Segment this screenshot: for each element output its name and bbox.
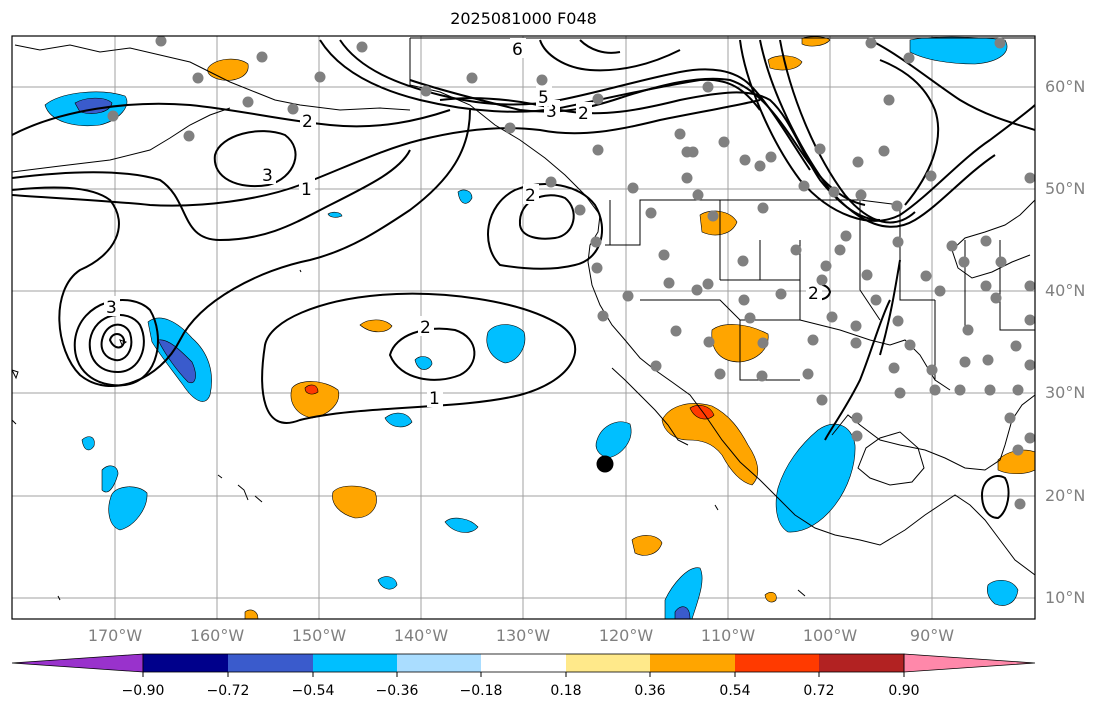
colorbar-tick-label: −0.54 [291,683,335,699]
map-panel: 1 1 2 2 2 2 2 3 3 3 5 6 [12,36,1035,619]
contour-label: 2 [578,104,589,124]
lat-label: 60°N [1045,77,1086,96]
colorbar-tick-label: −0.90 [121,683,165,699]
colorbar-tick-label: 0.72 [803,683,835,699]
lon-label: 140°W [393,626,449,645]
map-frame [11,35,1036,620]
colorbar-tick-label: −0.36 [375,683,419,699]
colorbar-tick-label: 0.36 [634,683,666,699]
lon-label: 130°W [495,626,551,645]
lon-label: 110°W [700,626,756,645]
lat-label: 50°N [1045,179,1086,198]
lon-label: 160°W [189,626,245,645]
contour-label: 6 [512,40,523,60]
lat-label: 30°N [1045,383,1086,402]
colorbar-tick-label: 0.90 [888,683,920,699]
colorbar-tick-label: 0.54 [719,683,751,699]
contour-label: 2 [420,318,431,338]
lon-label: 170°W [87,626,143,645]
contour-label: 1 [429,389,440,409]
lon-label: 150°W [291,626,347,645]
contour-label: 3 [106,298,117,318]
plot-title: 2025081000 F048 [450,9,597,28]
contour-label: 2 [525,186,536,206]
anomaly-shading [44,36,1035,619]
contour-label: 2 [808,284,819,304]
contour-label: 3 [546,102,557,122]
colorbar [11,653,1036,677]
lat-label: 10°N [1045,588,1086,607]
contour-labels: 1 1 2 2 2 2 2 3 3 3 5 6 [104,38,822,409]
contour-label: 3 [262,166,273,186]
station-dots [107,36,1035,510]
lat-label: 40°N [1045,281,1086,300]
lon-label: 120°W [598,626,654,645]
lon-label: 90°W [909,626,955,645]
contour-label: 5 [538,88,549,108]
colorbar-tick-label: −0.72 [206,683,250,699]
contour-label: 1 [301,180,312,200]
lat-label: 20°N [1045,486,1086,505]
lon-label: 100°W [802,626,858,645]
colorbar-tick-label: 0.18 [550,683,582,699]
contour-label: 2 [302,112,313,132]
colorbar-tick-label: −0.18 [459,683,503,699]
location-marker [596,455,614,473]
